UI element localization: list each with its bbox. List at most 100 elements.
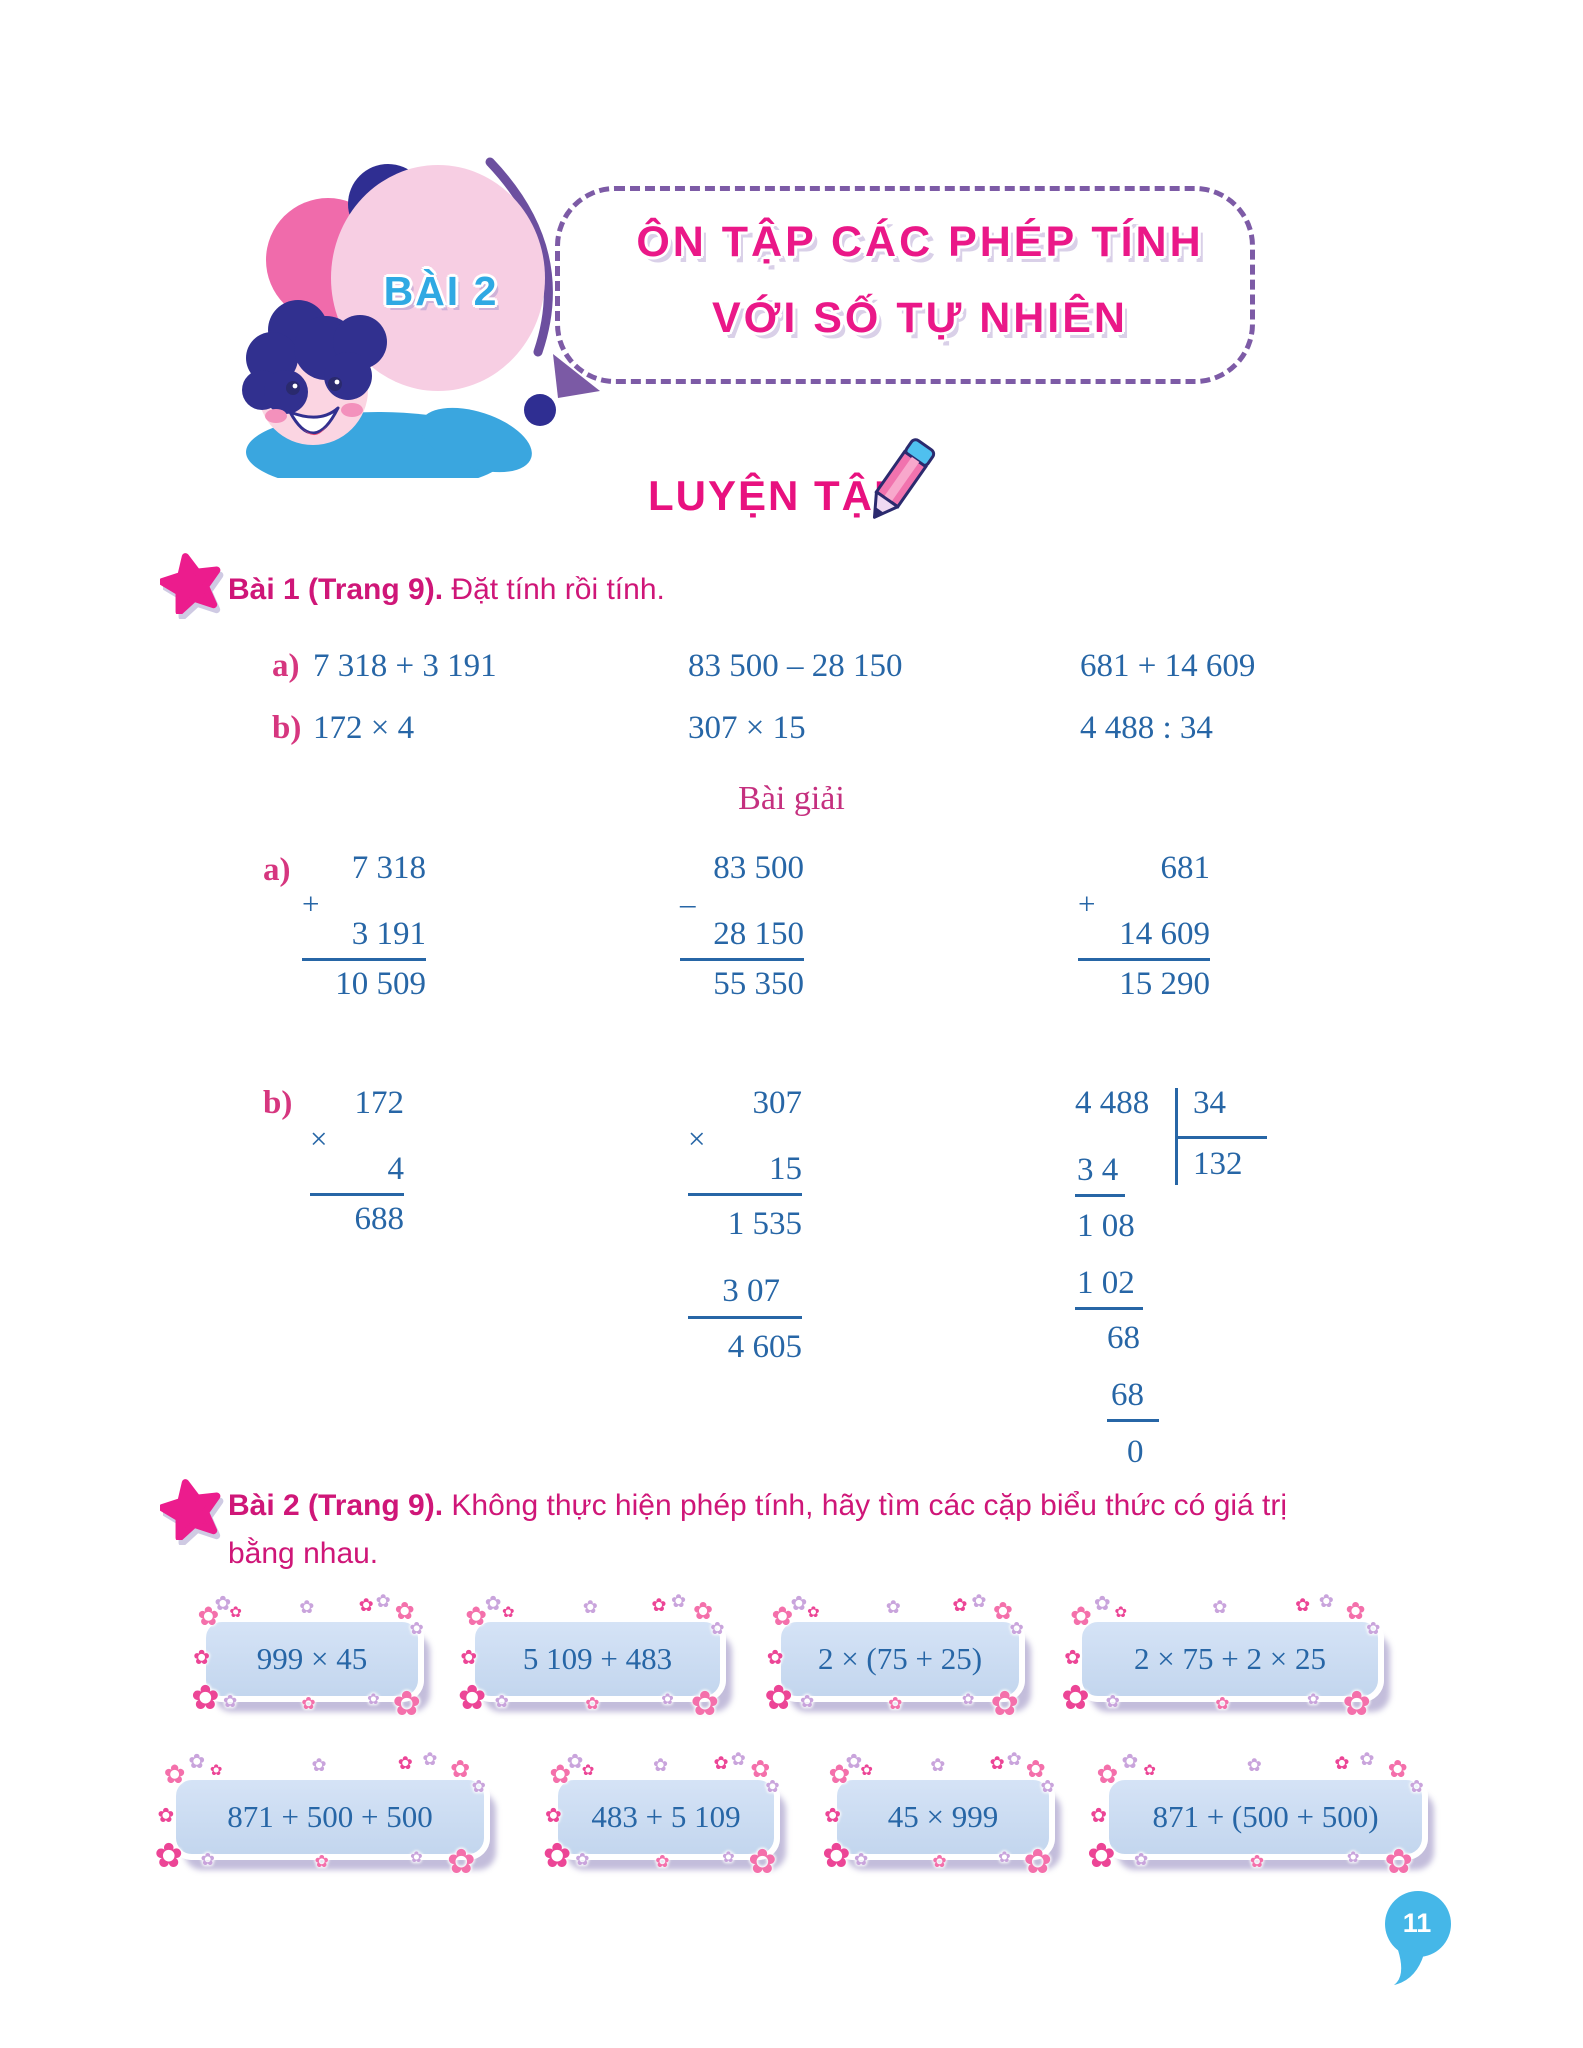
flower-icon: ✿ [1295,1595,1311,1615]
lesson-title-box [555,186,1255,384]
flower-icon: ✿ [1096,1760,1119,1789]
divisor: 34 [1193,1085,1226,1121]
flower-icon: ✿ [961,1692,975,1708]
plus-operator: + [1078,886,1096,921]
flower-icon: ✿ [197,1602,220,1631]
flower-icon: ✿ [1212,1597,1228,1617]
column-multiplication-2: 307 × 15 1 535 3 07 4 605 [688,1085,802,1365]
flower-icon: ✿ [1023,1844,1053,1881]
solution-a-label: a) [263,852,291,888]
flower-icon: ✿ [222,1692,238,1711]
exercise2-prompt-line1: Không thực hiện phép tính, hãy tìm các c… [443,1489,1288,1522]
division-remainder: 0 [1127,1434,1144,1470]
quotient: 132 [1193,1146,1243,1182]
flower-icon: ✿ [494,1692,509,1711]
section-title: LUYỆN TẬP [648,472,905,519]
division-step: 1 08 [1077,1208,1135,1244]
flower-icon: ✿ [989,1753,1005,1773]
flower-icon: ✿ [998,1850,1011,1866]
flower-icon: ✿ [790,1593,808,1615]
multiplier: 4 [387,1151,405,1187]
flower-icon: ✿ [1215,1694,1230,1713]
flower-icon: ✿ [710,1619,725,1638]
flower-icon: ✿ [394,1599,415,1625]
flower-icon: ✿ [860,1763,873,1779]
page-number: 11 [1402,1908,1432,1938]
division-step: 3 4 [1077,1152,1119,1188]
flower-icon: ✿ [447,1844,476,1881]
flower-icon: ✿ [1025,1757,1046,1783]
flower-icon: ✿ [1009,1619,1024,1638]
flower-icon: ✿ [314,1852,329,1871]
long-division: 4 488 34 132 3 4 1 08 1 02 68 68 0 [1075,1085,1295,1485]
step-rule [1075,1194,1125,1197]
exercise1-label: Bài 1 (Trang 9). [228,573,444,606]
times-operator: × [310,1121,328,1156]
flower-icon: ✿ [990,1686,1019,1723]
flower-icon: ✿ [392,1686,422,1723]
flower-icon: ✿ [992,1599,1013,1625]
product-rule [310,1193,404,1196]
flower-icon: ✿ [1105,1692,1120,1711]
flower-icon: ✿ [229,1605,242,1621]
flower-icon: ✿ [885,1597,901,1617]
flower-icon: ✿ [163,1760,186,1789]
flower-icon: ✿ [200,1850,215,1869]
flower-icon: ✿ [748,1844,777,1881]
step-rule [1107,1419,1159,1422]
flower-icon: ✿ [932,1852,947,1871]
exercise1-prompt: Đặt tính rồi tính. [443,573,665,606]
flower-icon: ✿ [1345,1599,1366,1625]
flower-icon: ✿ [822,1838,851,1875]
flower-icon: ✿ [465,1602,487,1631]
flower-icon: ✿ [971,1591,987,1611]
problem-b3: 4 488 : 34 [1080,710,1213,746]
flower-icon: ✿ [188,1751,206,1773]
flower-icon: ✿ [1087,1838,1116,1875]
flower-icon: ✿ [484,1593,502,1615]
column-addition-2: 681 + 14 609 15 290 [1078,850,1210,1002]
expression-text: 5 109 + 483 [522,1641,673,1676]
flower-icon: ✿ [545,1805,562,1827]
flower-icon: ✿ [410,1850,423,1866]
sum-result: 15 290 [1119,966,1210,1002]
flower-icon: ✿ [853,1850,869,1869]
flower-icon: ✿ [1090,1805,1107,1827]
flower-icon: ✿ [765,1777,780,1796]
sum-rule [1078,958,1210,961]
expression-card: 871 + (500 + 500) ✿ ✿ ✿ ✿ ✿ ✿ ✿ ✿ ✿ ✿ ✿ ✿ ✿ ✿ [1087,1750,1428,1880]
difference-result: 55 350 [713,966,804,1002]
flower-icon: ✿ [764,1680,793,1717]
flower-icon: ✿ [888,1694,903,1713]
flower-icon: ✿ [1134,1850,1149,1869]
column-multiplication-1: 172 × 4 688 [310,1085,404,1237]
problem-a2: 83 500 – 28 150 [688,648,903,684]
expression-text: 2 × (75 + 25) [817,1641,983,1676]
column-subtraction: 83 500 – 28 150 55 350 [680,850,804,1002]
partial-rule [688,1193,802,1196]
flower-icon: ✿ [581,1763,595,1779]
flower-icon: ✿ [828,1760,851,1789]
flower-icon: ✿ [154,1838,183,1875]
flower-icon: ✿ [1006,1749,1022,1769]
flower-icon: ✿ [214,1593,232,1615]
star-icon [160,1479,221,1540]
flower-icon: ✿ [1306,1692,1320,1708]
flower-icon: ✿ [1246,1755,1262,1775]
minuend: 83 500 [713,850,804,886]
flower-icon: ✿ [409,1619,424,1638]
expression-card: 2 × (75 + 25) ✿ ✿ ✿ ✿ ✿ ✿ ✿ ✿ ✿ ✿ ✿ ✿ ✿ ✿ [764,1592,1025,1722]
flower-icon: ✿ [542,1838,572,1875]
times-operator: × [688,1121,706,1156]
flower-icon: ✿ [311,1755,327,1775]
solution-heading: Bài giải [738,780,845,817]
division-step: 1 02 [1077,1265,1135,1301]
exercise2-label: Bài 2 (Trang 9). [228,1489,444,1522]
flower-icon: ✿ [191,1680,220,1717]
flower-icon: ✿ [655,1852,670,1871]
flower-icon: ✿ [1409,1777,1424,1796]
flower-icon: ✿ [1093,1593,1111,1615]
plus-operator: + [302,886,320,921]
addend-top: 7 318 [351,850,426,886]
